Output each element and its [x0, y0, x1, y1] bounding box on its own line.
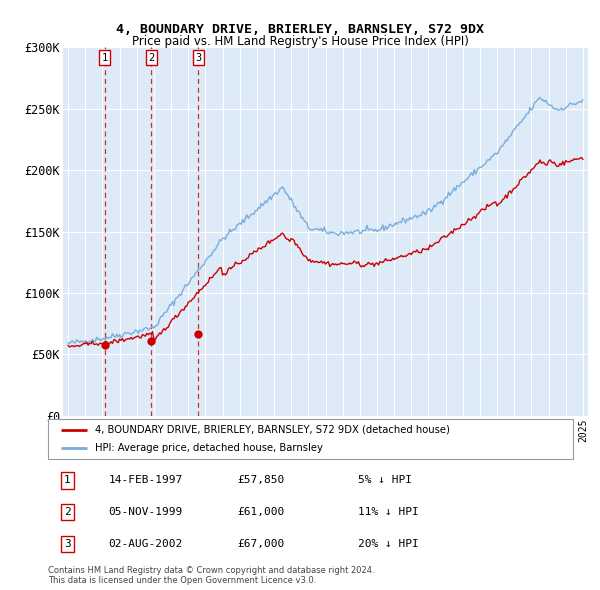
Text: £57,850: £57,850	[237, 476, 284, 486]
Text: £67,000: £67,000	[237, 539, 284, 549]
Text: 5% ↓ HPI: 5% ↓ HPI	[358, 476, 412, 486]
Text: 05-NOV-1999: 05-NOV-1999	[109, 507, 182, 517]
Text: Contains HM Land Registry data © Crown copyright and database right 2024.: Contains HM Land Registry data © Crown c…	[48, 566, 374, 575]
Text: 14-FEB-1997: 14-FEB-1997	[109, 476, 182, 486]
Text: 1: 1	[64, 476, 71, 486]
FancyBboxPatch shape	[48, 419, 573, 459]
Text: 2: 2	[64, 507, 71, 517]
Text: £61,000: £61,000	[237, 507, 284, 517]
Text: 2: 2	[148, 53, 154, 63]
Text: 02-AUG-2002: 02-AUG-2002	[109, 539, 182, 549]
Text: 20% ↓ HPI: 20% ↓ HPI	[358, 539, 419, 549]
Text: 11% ↓ HPI: 11% ↓ HPI	[358, 507, 419, 517]
Text: 3: 3	[195, 53, 202, 63]
Text: Price paid vs. HM Land Registry's House Price Index (HPI): Price paid vs. HM Land Registry's House …	[131, 34, 469, 48]
Text: This data is licensed under the Open Government Licence v3.0.: This data is licensed under the Open Gov…	[48, 576, 316, 585]
Text: 1: 1	[101, 53, 107, 63]
Text: 3: 3	[64, 539, 71, 549]
Text: 4, BOUNDARY DRIVE, BRIERLEY, BARNSLEY, S72 9DX: 4, BOUNDARY DRIVE, BRIERLEY, BARNSLEY, S…	[116, 23, 484, 36]
Text: 4, BOUNDARY DRIVE, BRIERLEY, BARNSLEY, S72 9DX (detached house): 4, BOUNDARY DRIVE, BRIERLEY, BARNSLEY, S…	[95, 425, 450, 435]
Text: HPI: Average price, detached house, Barnsley: HPI: Average price, detached house, Barn…	[95, 443, 323, 453]
